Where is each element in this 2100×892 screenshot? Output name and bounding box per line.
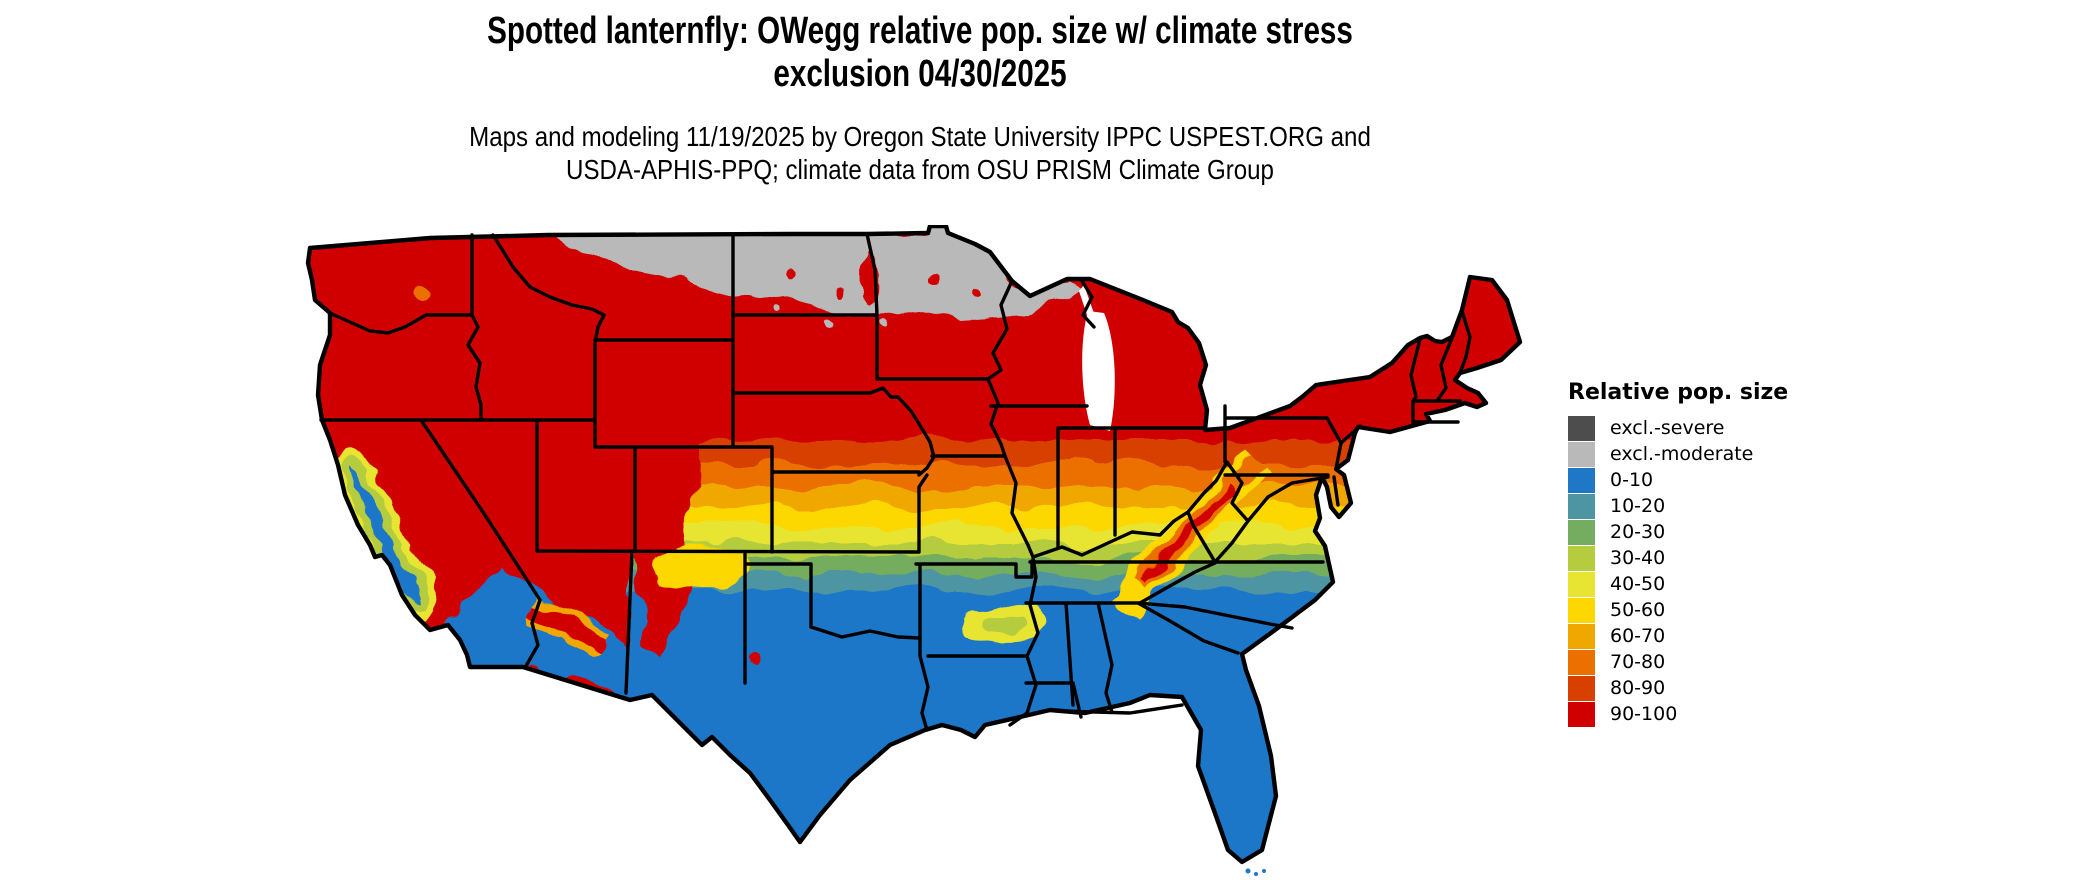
legend-label: 30-40 — [1610, 547, 1666, 569]
legend: Relative pop. size excl.-severe excl.-mo… — [1568, 380, 1868, 727]
map-subtitle-line2: USDA-APHIS-PPQ; climate data from OSU PR… — [566, 154, 1274, 185]
legend-swatch-60-70 — [1568, 623, 1595, 649]
legend-label: 0-10 — [1610, 469, 1654, 491]
zone-10-20 — [560, 575, 1520, 590]
exclusion-moderate-zone — [548, 226, 1082, 319]
legend-label: 40-50 — [1610, 573, 1666, 595]
mogollon-red — [527, 602, 607, 653]
map-title-line1: Spotted lanternfly: OWegg relative pop. … — [487, 10, 1353, 52]
title-block: Spotted lanternfly: OWegg relative pop. … — [270, 10, 1570, 186]
ozark-green — [980, 617, 1024, 633]
map-subtitle-line1: Maps and modeling 11/19/2025 by Oregon S… — [469, 121, 1371, 152]
legend-row: 30-40 — [1568, 545, 1868, 571]
legend-swatch-90-100 — [1568, 701, 1595, 727]
legend-swatch-70-80 — [1568, 649, 1595, 675]
map-raster — [308, 226, 1520, 862]
legend-swatch-50-60 — [1568, 597, 1595, 623]
zone-70-80 — [560, 465, 1520, 487]
gray-zone-red-speck4 — [973, 288, 983, 298]
plains-yellow-patch — [652, 545, 748, 589]
lake-michigan — [1082, 311, 1115, 431]
gray-zone-red-speck1 — [790, 268, 800, 278]
map-title-line2: exclusion 04/30/2025 — [773, 53, 1067, 95]
state-borders — [319, 232, 1472, 732]
legend-label: 70-80 — [1610, 651, 1666, 673]
zone-40-50 — [560, 525, 1520, 543]
legend-swatch-0-10 — [1568, 467, 1595, 493]
legend-swatch-excl-severe — [1568, 415, 1595, 441]
zone-50-60 — [560, 507, 1520, 525]
legend-row: 20-30 — [1568, 519, 1868, 545]
legend-row: 80-90 — [1568, 675, 1868, 701]
florida-keys — [1245, 868, 1266, 876]
legend-row: excl.-severe — [1568, 415, 1868, 441]
zone-30-40 — [560, 543, 1520, 559]
legend-row: 90-100 — [1568, 701, 1868, 727]
gray-zone-red-speck3 — [926, 271, 938, 283]
legend-row: 40-50 — [1568, 571, 1868, 597]
legend-swatch-30-40 — [1568, 545, 1595, 571]
legend-row: 0-10 — [1568, 467, 1868, 493]
legend-title: Relative pop. size — [1568, 380, 1789, 405]
legend-row: excl.-moderate — [1568, 441, 1868, 467]
legend-label: 10-20 — [1610, 495, 1666, 517]
legend-label: 90-100 — [1610, 703, 1678, 725]
legend-label: 80-90 — [1610, 677, 1666, 699]
wtx-mountain — [748, 656, 762, 670]
legend-label: excl.-moderate — [1610, 443, 1754, 465]
legend-swatch-excl-moderate — [1568, 441, 1595, 467]
legend-label: 60-70 — [1610, 625, 1666, 647]
legend-label: 50-60 — [1610, 599, 1666, 621]
rockies-red — [560, 440, 700, 657]
appalachian-red — [1138, 484, 1233, 588]
legend-label: 20-30 — [1610, 521, 1666, 543]
legend-row: 70-80 — [1568, 649, 1868, 675]
gray-zone-red-speck2 — [836, 291, 844, 299]
columbia-orange — [409, 290, 425, 306]
legend-swatch-10-20 — [1568, 493, 1595, 519]
legend-label: excl.-severe — [1610, 417, 1725, 439]
zone-60-70 — [560, 487, 1520, 507]
gray-speck2 — [881, 320, 889, 328]
gray-speck1 — [825, 318, 835, 328]
central-valley-blue — [344, 456, 431, 614]
us-population-map — [305, 225, 1523, 876]
legend-row: 50-60 — [1568, 597, 1868, 623]
legend-row: 60-70 — [1568, 623, 1868, 649]
legend-swatch-40-50 — [1568, 571, 1595, 597]
us-outline — [305, 225, 1523, 865]
legend-row: 10-20 — [1568, 493, 1868, 519]
subtitle-block: Maps and modeling 11/19/2025 by Oregon S… — [270, 120, 1570, 186]
legend-swatch-20-30 — [1568, 519, 1595, 545]
zone-80-90 — [560, 440, 1520, 465]
legend-swatch-80-90 — [1568, 675, 1595, 701]
